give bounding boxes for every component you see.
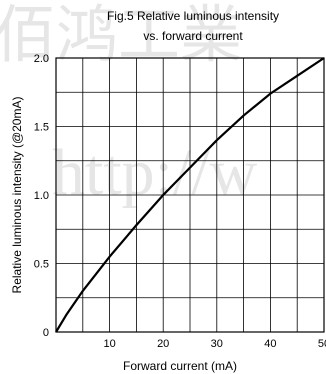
watermark-top-text: 佰鸿工業 [0, 2, 242, 70]
watermark: 佰鸿工業 http://w [0, 2, 258, 209]
x-tick-label: 40 [264, 338, 276, 350]
y-tick-label: 1.5 [34, 122, 49, 134]
y-tick-label: 2.0 [34, 53, 49, 65]
x-axis-label: Forward current (mA) [123, 359, 237, 373]
tick-labels: 10 20 30 40 50 0 0.5 1.0 1.5 2.0 [34, 53, 326, 350]
y-tick-label: 0.5 [34, 259, 49, 271]
y-tick-label: 1.0 [34, 190, 49, 202]
grid-lines [56, 58, 324, 332]
x-tick-label: 20 [157, 338, 169, 350]
x-tick-label: 10 [103, 338, 115, 350]
y-axis-label: Relative luminous intensity (@20mA) [10, 97, 24, 294]
chart-title: Fig.5 Relative luminous intensity [107, 9, 279, 23]
x-tick-label: 50 [318, 338, 326, 350]
x-tick-label: 30 [211, 338, 223, 350]
watermark-middle-text: http://w [52, 136, 258, 209]
y-tick-label: 0 [43, 327, 49, 339]
plot-frame [55, 57, 325, 333]
series-group [55, 57, 325, 333]
series-line [55, 57, 325, 333]
chart-subtitle: vs. forward current [143, 29, 243, 43]
